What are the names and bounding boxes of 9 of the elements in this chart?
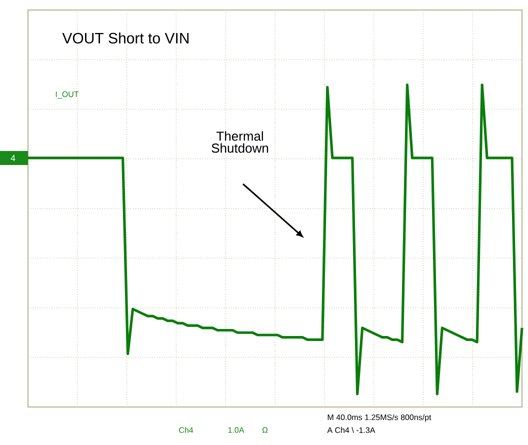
annotation: Thermal Shutdown [212,131,268,153]
text: 1.0A [228,427,244,433]
text: Ω [262,427,268,433]
text: A Ch4 \ -1.3A [327,427,376,433]
text: M 40.0ms 1.25MS/s 800ns/pt [328,414,432,422]
text: 4 [10,154,16,162]
annotation: I_OUT [56,91,79,99]
text: Ch4 [179,427,194,433]
text: VOUT Short to VIN [62,32,189,44]
